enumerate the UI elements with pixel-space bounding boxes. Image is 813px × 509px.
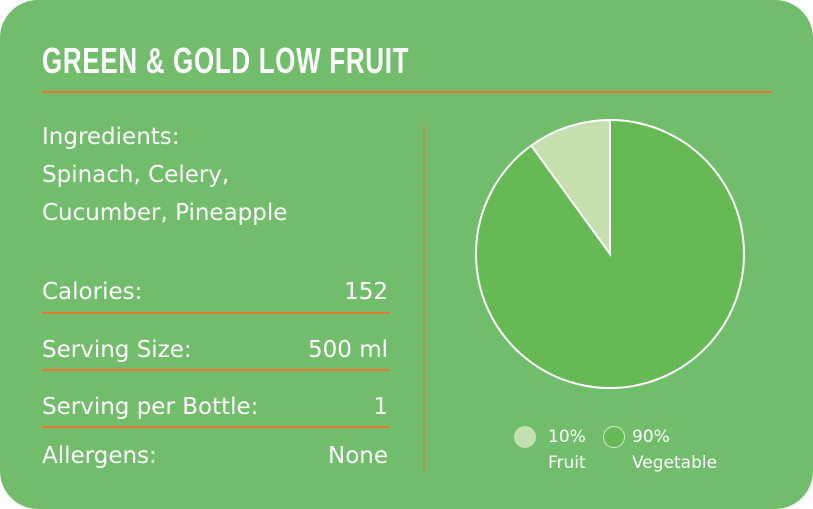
fact-label: Serving Size: <box>42 337 192 363</box>
legend-item-fruit: 10% Fruit <box>548 424 586 476</box>
fact-divider <box>42 426 390 428</box>
fact-row-serving-per-bottle: Serving per Bottle: 1 <box>42 394 390 420</box>
title-divider <box>42 91 772 93</box>
legend-swatch-fruit <box>514 426 536 448</box>
fact-divider <box>42 369 390 371</box>
fact-row-allergens: Allergens: None <box>42 443 390 469</box>
legend-percent: 90% <box>632 427 670 447</box>
ingredients: Ingredients: Spinach, Celery, Cucumber, … <box>42 118 287 232</box>
legend-item-vegetable: 90% Vegetable <box>632 424 717 476</box>
legend-swatch-vegetable <box>603 426 625 448</box>
fact-row-serving-size: Serving Size: 500 ml <box>42 337 390 363</box>
card-title: GREEN & GOLD LOW FRUIT <box>42 40 410 81</box>
fact-label: Calories: <box>42 279 143 305</box>
fact-value: 500 ml <box>307 337 388 363</box>
fact-value: None <box>327 443 388 469</box>
legend-percent: 10% <box>548 427 586 447</box>
pie-slice-vegetable <box>475 118 745 389</box>
ingredients-line: Spinach, Celery, <box>42 162 230 188</box>
legend-label: Fruit <box>548 453 586 473</box>
ingredients-label: Ingredients: <box>42 124 180 150</box>
fact-row-calories: Calories: 152 <box>42 279 390 305</box>
ingredients-line: Cucumber, Pineapple <box>42 200 288 226</box>
fact-label: Serving per Bottle: <box>42 394 259 420</box>
column-divider <box>423 124 425 470</box>
fact-value: 152 <box>344 279 388 305</box>
fact-label: Allergens: <box>42 443 157 469</box>
fact-divider <box>42 312 390 314</box>
pie-slice-fruit <box>529 118 611 258</box>
legend-label: Vegetable <box>632 453 718 473</box>
fact-value: 1 <box>373 394 388 420</box>
